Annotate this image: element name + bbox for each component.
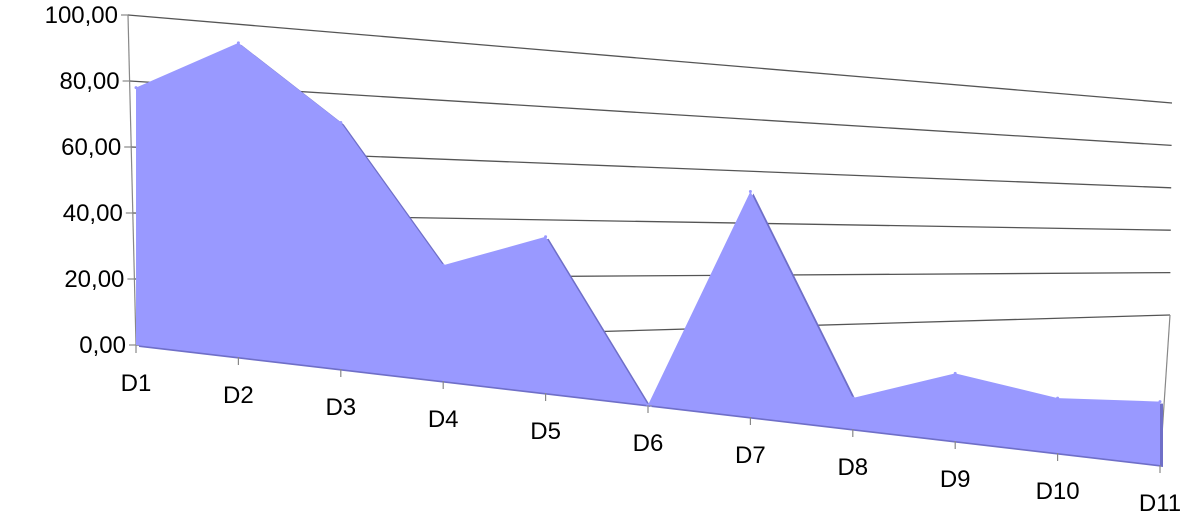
x-tick-label-d5: D5: [530, 418, 561, 445]
y-tick-label: 40,00: [63, 200, 123, 227]
data-point-d1: [134, 86, 138, 90]
y-tick-labels: 0,00 20,00 40,00 60,00 80,00 100,00: [45, 2, 136, 359]
x-tick-label-d11: D11: [1139, 490, 1181, 517]
x-tick-label-d8: D8: [837, 454, 868, 481]
data-point-d7: [748, 189, 752, 193]
data-point-d2: [236, 41, 240, 45]
gridline: [129, 80, 1172, 147]
y-tick-label: 60,00: [61, 134, 121, 161]
y-tick-label: 20,00: [64, 266, 124, 293]
gridline: [127, 14, 1173, 104]
y-tick-label: 0,00: [79, 332, 126, 359]
y-tick-label: 80,00: [60, 68, 120, 95]
x-tick-labels: D1 D2 D3 D4 D5 D6 D7 D8 D9 D10 D11: [121, 345, 1181, 517]
data-point-d4: [441, 263, 445, 267]
x-tick-label-d1: D1: [121, 370, 152, 397]
x-tick-label-d6: D6: [633, 430, 664, 457]
y-axis-line: [127, 14, 137, 346]
x-tick-label-d9: D9: [940, 466, 971, 493]
x-tick-label-d2: D2: [223, 382, 254, 409]
data-point-d10: [1056, 396, 1060, 400]
x-tick-label-d10: D10: [1036, 478, 1080, 505]
data-point-d3: [339, 120, 343, 124]
x-tick-label-d4: D4: [428, 406, 459, 433]
data-point-d8: [851, 396, 855, 400]
x-tick-label-d7: D7: [735, 442, 766, 469]
area-series-fill: [136, 42, 1160, 465]
x-tick-label-d3: D3: [325, 394, 356, 421]
data-point-d11: [1158, 400, 1162, 404]
data-point-d9: [953, 371, 957, 375]
data-point-d5: [544, 235, 548, 239]
y-tick-label: 100,00: [45, 2, 118, 29]
area-series: [134, 41, 1163, 467]
